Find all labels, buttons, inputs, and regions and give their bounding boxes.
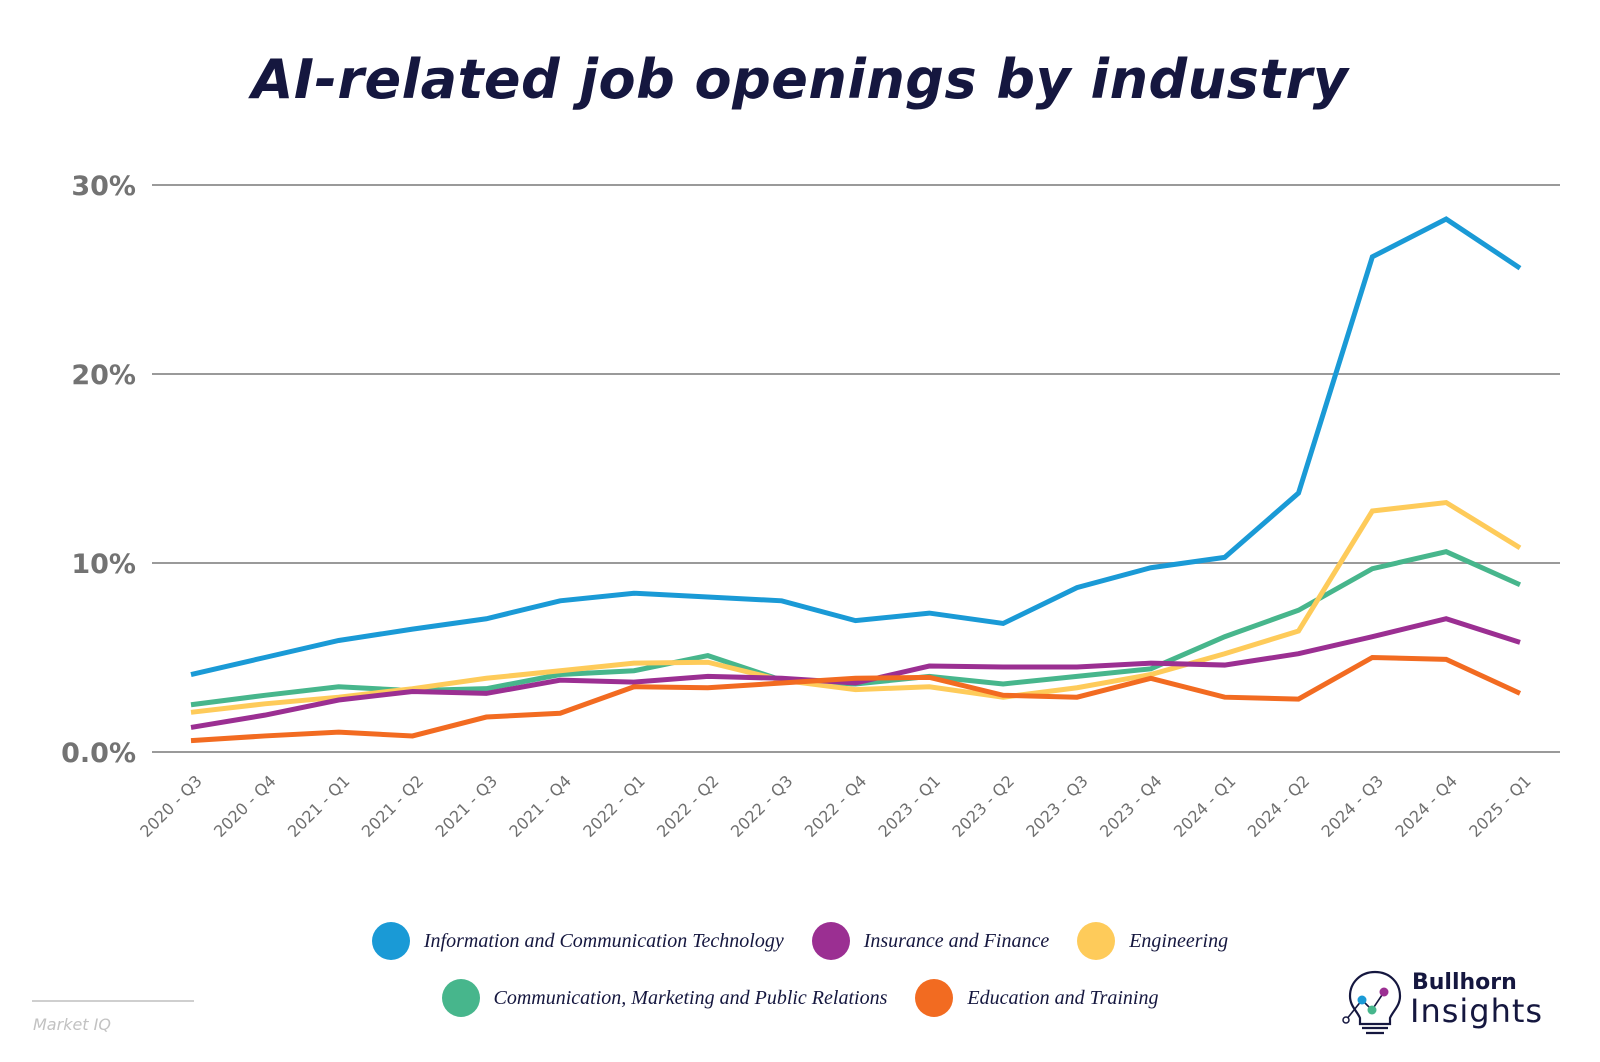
legend-swatch-education-training-icon (915, 979, 954, 1017)
series-lines (190, 216, 1522, 744)
x-tick-label: 2023 - Q4 (1096, 771, 1166, 841)
lightbulb-icon (1342, 970, 1402, 1035)
x-tick-label: 2021 - Q2 (358, 771, 428, 841)
legend-swatch-communication-marketing-pr-icon (441, 979, 480, 1017)
x-axis-ticks: 2020 - Q3 2020 - Q4 2021 - Q1 2021 - Q2 2021… (136, 771, 1535, 841)
logo-brand-text: Bullhorn (1412, 970, 1517, 995)
legend-item-communication-marketing-pr[interactable]: Communication, Marketing and Public Rela… (441, 979, 888, 1017)
x-tick-label: 2023 - Q3 (1022, 771, 1092, 841)
source-divider (32, 1000, 194, 1002)
x-tick-label: 2023 - Q2 (948, 771, 1018, 841)
legend-item-engineering[interactable]: Engineering (1077, 922, 1228, 960)
legend-item-insurance-finance[interactable]: Insurance and Finance (811, 922, 1050, 960)
x-tick-label: 2024 - Q3 (1318, 771, 1388, 841)
x-tick-label: 2024 - Q1 (1170, 771, 1240, 841)
bullhorn-insights-logo: Bullhorn Insights (1340, 968, 1590, 1038)
x-tick-label: 2022 - Q1 (579, 771, 649, 841)
legend-row-2: Communication, Marketing and Public Rela… (0, 979, 1600, 1017)
legend-label: Communication, Marketing and Public Rela… (493, 986, 888, 1009)
gridlines (152, 184, 1560, 753)
line-chart: 0.0%10%20%30% 2020 - Q3 2020 - Q4 2021 - Q… (61, 171, 1560, 841)
legend-label: Information and Communication Technology (423, 929, 784, 952)
legend-item-education-training[interactable]: Education and Training (915, 979, 1158, 1017)
legend-label: Insurance and Finance (863, 929, 1050, 952)
x-tick-label: 2021 - Q3 (432, 771, 502, 841)
x-tick-label: 2024 - Q4 (1391, 771, 1461, 841)
x-tick-label: 2021 - Q1 (284, 771, 354, 841)
y-tick-label: 10% (71, 549, 136, 580)
y-tick-label: 30% (71, 171, 136, 202)
source-note: Market IQ (33, 1015, 111, 1034)
x-tick-label: 2021 - Q4 (505, 771, 575, 841)
legend-label: Engineering (1129, 929, 1229, 952)
chart-title: AI-related job openings by industry (251, 48, 1349, 111)
x-tick-label: 2024 - Q2 (1244, 771, 1314, 841)
y-tick-label: 0.0% (61, 738, 136, 769)
legend-swatch-ict-icon (371, 922, 410, 960)
x-tick-label: 2023 - Q1 (875, 771, 945, 841)
logo-product-text: Insights (1410, 992, 1544, 1030)
y-tick-label: 20% (71, 360, 136, 391)
x-tick-label: 2022 - Q3 (727, 771, 797, 841)
x-tick-label: 2022 - Q4 (801, 771, 871, 841)
legend-item-ict[interactable]: Information and Communication Technology (371, 922, 784, 960)
x-tick-label: 2020 - Q3 (136, 771, 206, 841)
x-tick-label: 2020 - Q4 (210, 771, 280, 841)
legend-label: Education and Training (967, 986, 1159, 1009)
legend-row-1: Information and Communication Technology… (0, 922, 1600, 960)
series-line-information-and-communication-technology (190, 216, 1522, 677)
series-line-education-and-training (190, 654, 1522, 744)
legend-swatch-engineering-icon (1077, 922, 1116, 960)
legend-swatch-insurance-finance-icon (811, 922, 850, 960)
x-tick-label: 2025 - Q1 (1465, 771, 1535, 841)
y-axis-ticks: 0.0% 10% 20% 30% (61, 171, 136, 769)
x-tick-label: 2022 - Q2 (653, 771, 723, 841)
